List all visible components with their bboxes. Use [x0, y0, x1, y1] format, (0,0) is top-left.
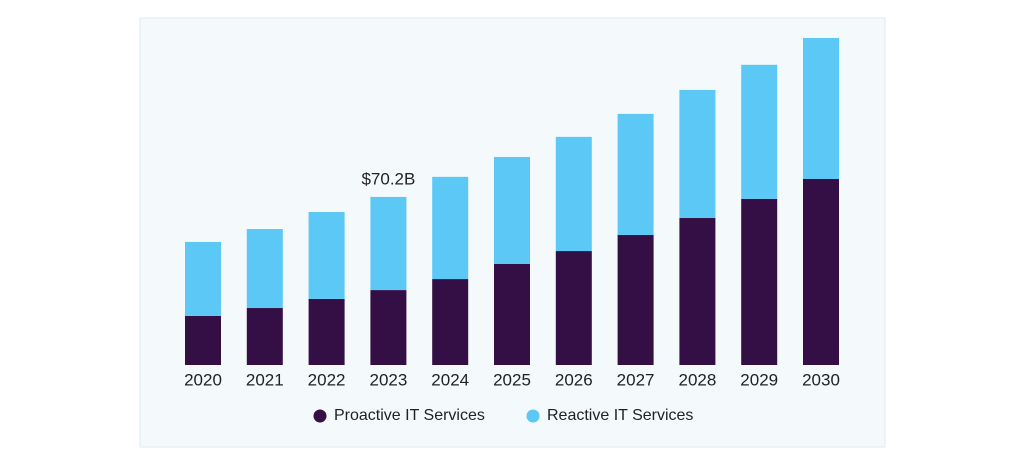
bar-segment [555, 136, 592, 252]
bar-segment [308, 298, 345, 365]
bar-segment [370, 290, 407, 365]
bar-segment [246, 308, 283, 365]
bar-segment [308, 212, 345, 299]
bar-segment [432, 279, 469, 365]
x-tick-label: 2021 [246, 370, 284, 389]
bar-segment [617, 235, 654, 365]
legend-label: Reactive IT Services [547, 407, 693, 424]
legend-marker [526, 409, 540, 423]
x-tick-label: 2029 [740, 370, 778, 389]
x-tick-label: 2022 [308, 370, 346, 389]
bar-segment [741, 64, 778, 199]
bar-segment [741, 198, 778, 365]
bar-segment [803, 38, 839, 179]
bar-segment [803, 178, 839, 365]
bar-segment [679, 218, 716, 365]
legend-label: Proactive IT Services [334, 407, 485, 424]
bar-segment [494, 263, 530, 365]
bar-segment [679, 89, 716, 219]
bar-segment [494, 156, 530, 264]
bar-segment [555, 251, 592, 365]
x-tick-label: 2026 [555, 370, 593, 389]
x-tick-label: 2030 [802, 370, 840, 389]
x-tick-label: 2027 [617, 370, 655, 389]
x-tick-label: 2028 [678, 370, 716, 389]
bar-segment [617, 113, 654, 236]
bar-segment [185, 241, 221, 316]
x-tick-label: 2023 [369, 370, 407, 389]
total-label: $70.2B [361, 169, 415, 188]
x-tick-label: 2024 [431, 370, 469, 389]
x-tick-label: 2025 [493, 370, 531, 389]
bar-segment [246, 229, 283, 309]
bar-segment [370, 196, 407, 291]
legend-marker [313, 409, 327, 423]
bar-segment [185, 315, 221, 365]
bar-segment [432, 176, 469, 280]
x-tick-label: 2020 [184, 370, 222, 389]
